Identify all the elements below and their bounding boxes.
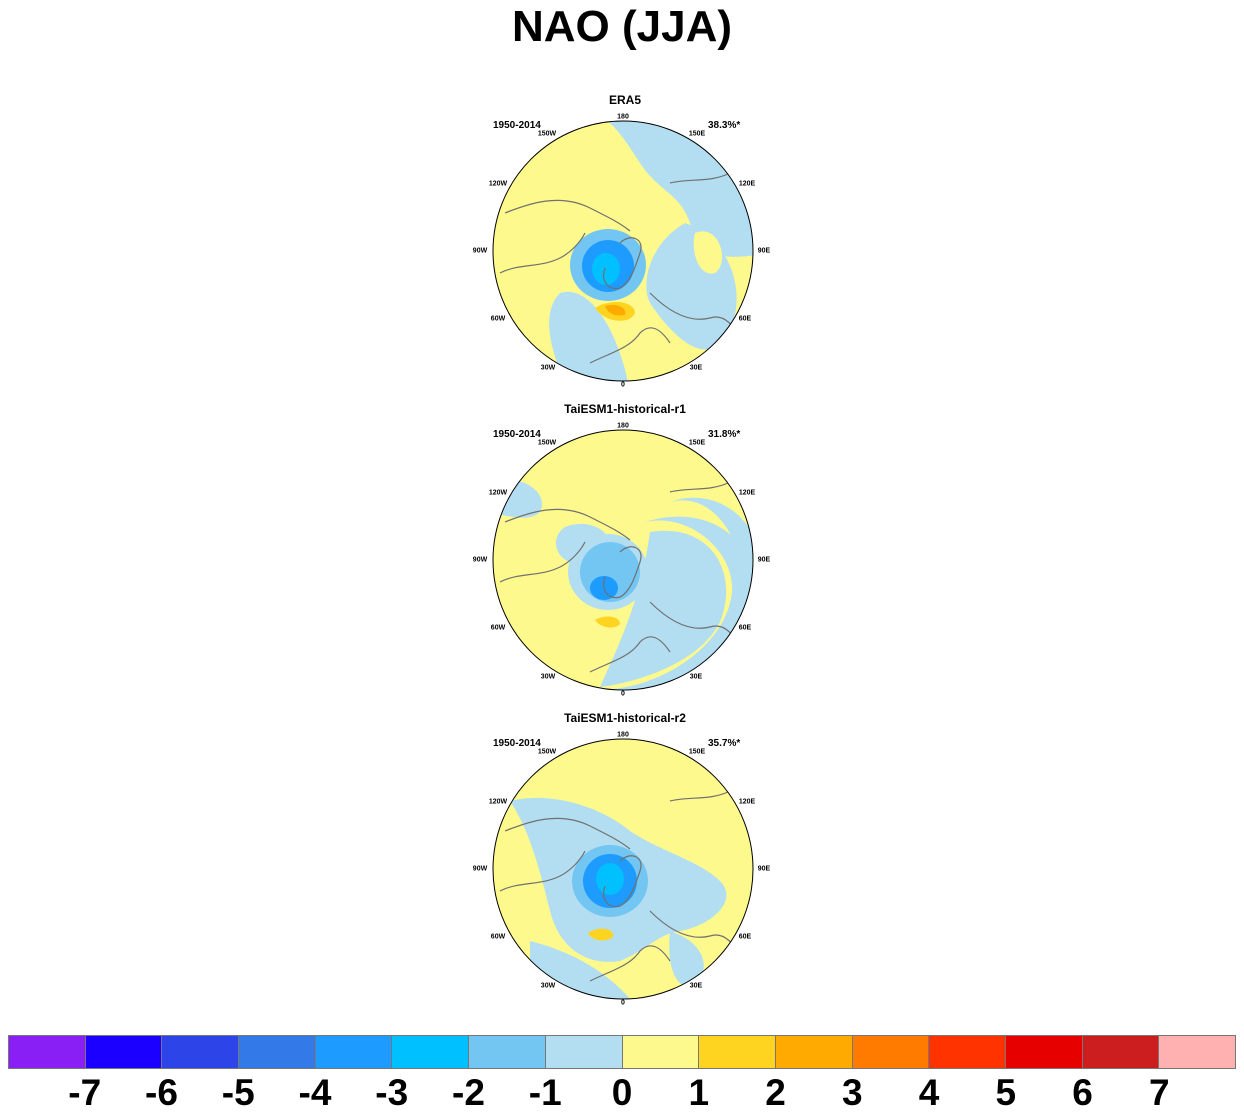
colorbar [8, 1035, 1236, 1069]
lon-label: 90E [757, 865, 771, 873]
lon-label: 120W [488, 489, 508, 497]
lon-label: 30E [689, 982, 703, 990]
lon-label: 150W [537, 748, 557, 756]
colorbar-tick-label: 5 [995, 1072, 1017, 1113]
lon-label: 60E [738, 624, 752, 632]
colorbar-box [699, 1036, 776, 1068]
panel-title: TaiESM1-historical-r2 [564, 711, 686, 725]
lon-label: 90E [757, 247, 771, 255]
positive-region [583, 133, 624, 205]
lon-label: 30W [540, 673, 556, 681]
colorbar-tick-label: 3 [841, 1072, 863, 1113]
lon-label: 150W [537, 439, 557, 447]
colorbar-box [852, 1036, 930, 1068]
lon-label: 60E [738, 315, 752, 323]
lon-label: 180 [617, 422, 629, 430]
lon-label: 30W [540, 364, 556, 372]
colorbar-box [775, 1036, 853, 1068]
colorbar-box [1159, 1036, 1235, 1068]
lon-label: 60W [490, 933, 506, 941]
colorbar-tick-label: 1 [688, 1072, 710, 1113]
lon-label: 90W [472, 865, 488, 873]
panel-period: 1950-2014 [493, 738, 541, 749]
colorbar-tick-label: 7 [1148, 1072, 1170, 1113]
anomaly-contour [605, 305, 626, 316]
colorbar-box [469, 1036, 546, 1068]
colorbar-box [929, 1036, 1006, 1068]
polar-map [492, 738, 754, 1000]
negative-region [669, 931, 704, 987]
colorbar-box [315, 1036, 393, 1068]
map-panel-era5: ERA5 1950-2014 38.3%* 1 [470, 93, 780, 393]
colorbar-box [1005, 1036, 1083, 1068]
anomaly-contour [595, 616, 620, 628]
lon-label: 60W [490, 315, 506, 323]
panel-variance: 38.3%* [708, 120, 741, 131]
lon-label: 0 [621, 381, 625, 389]
panel-period: 1950-2014 [493, 120, 541, 131]
colorbar-tick-label: -7 [68, 1072, 102, 1113]
colorbar-box [85, 1036, 163, 1068]
negative-region [550, 516, 753, 690]
lon-label: 150E [688, 439, 706, 447]
lon-label: 30E [689, 673, 703, 681]
polar-map [492, 429, 754, 691]
panel-title: ERA5 [608, 93, 641, 107]
negative-region [600, 530, 727, 687]
lon-label: 120E [738, 489, 756, 497]
lon-label: 30W [540, 982, 556, 990]
lon-label: 120E [738, 798, 756, 806]
negative-region [549, 291, 630, 381]
map-border [492, 120, 754, 382]
colorbar-tick-label: -4 [298, 1072, 332, 1113]
lon-label: 180 [617, 113, 629, 121]
map-border [492, 738, 754, 1000]
colorbar-box [162, 1036, 240, 1068]
lon-label: 120W [488, 798, 508, 806]
positive-region [693, 231, 723, 274]
panel-period: 1950-2014 [493, 429, 541, 440]
panel-variance: 35.7%* [708, 738, 741, 749]
lon-label: 150E [688, 748, 706, 756]
lon-label: 180 [617, 731, 629, 739]
map-border [492, 429, 754, 691]
colorbar-tick-label: -2 [452, 1072, 485, 1113]
lon-label: 150E [688, 130, 706, 138]
colorbar-box [9, 1036, 86, 1068]
colorbar-tick-label: 2 [765, 1072, 786, 1113]
anomaly-contour [592, 253, 620, 285]
lon-label: 120E [738, 180, 756, 188]
colorbar-box [392, 1036, 470, 1068]
map-panel-taiesm1-r1: TaiESM1-historical-r1 1950-2014 31.8%* [470, 402, 780, 702]
colorbar-box [1082, 1036, 1160, 1068]
lon-label: 90E [757, 556, 771, 564]
lon-label: 60W [490, 624, 506, 632]
colorbar-tick-label: -5 [221, 1072, 255, 1113]
lon-label: 120W [488, 180, 508, 188]
anomaly-contour [588, 928, 614, 941]
colorbar-tick-label: -3 [375, 1072, 409, 1113]
colorbar-tick-label: 6 [1072, 1072, 1093, 1113]
anomaly-contour [596, 863, 624, 895]
colorbar-tick-label: -6 [145, 1072, 178, 1113]
figure-title: NAO (JJA) [511, 2, 733, 51]
map-panel-taiesm1-r2: TaiESM1-historical-r2 1950-2014 35.7%* 1… [470, 711, 780, 1011]
colorbar-tick-label: 4 [918, 1072, 940, 1113]
lon-label: 30E [689, 364, 703, 372]
lon-label: 90W [472, 247, 488, 255]
lon-label: 0 [621, 999, 625, 1007]
lon-label: 90W [472, 556, 488, 564]
lon-label: 60E [738, 933, 752, 941]
polar-map [492, 120, 754, 382]
colorbar-tick-label: 0 [611, 1072, 633, 1113]
panel-variance: 31.8%* [708, 429, 741, 440]
panel-title: TaiESM1-historical-r1 [564, 402, 686, 416]
colorbar-box [622, 1036, 700, 1068]
colorbar-box [239, 1036, 316, 1068]
lon-label: 0 [621, 690, 625, 698]
colorbar-box [545, 1036, 623, 1068]
lon-label: 150W [537, 130, 557, 138]
colorbar-tick-label: -1 [528, 1072, 562, 1113]
